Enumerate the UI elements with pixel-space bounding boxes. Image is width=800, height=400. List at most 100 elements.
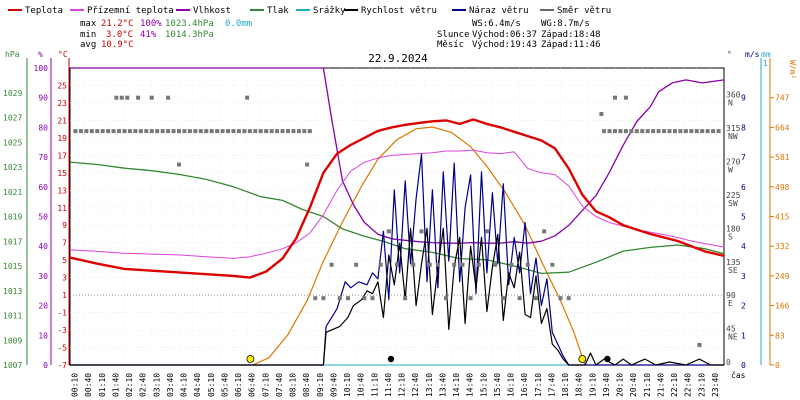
tick-label-temp: 1 [62, 291, 67, 300]
wind-dir-point [468, 296, 473, 301]
wind-dir-point [177, 162, 181, 167]
axis-unit-cas: čas [731, 370, 746, 380]
wind-dir-point [253, 129, 258, 134]
wind-dir-point [100, 129, 105, 134]
wind-dir-point [226, 129, 231, 134]
wind-dir-point [550, 262, 555, 267]
tick-label-wm2: 83 [775, 331, 785, 340]
tick-label-pct: 60 [38, 183, 48, 192]
tick-label-pct: 40 [38, 242, 48, 251]
wind-dir-point [501, 296, 506, 301]
axes: 1029102710251023102110191017101510131011… [3, 58, 790, 397]
tick-label-hpa: 1029 [3, 89, 22, 98]
tick-label-time: 03:40 [166, 373, 175, 397]
info-ws: WS:6.4m/s [472, 19, 521, 29]
tick-label-temp: 21 [57, 116, 67, 125]
stat-max-label: max [80, 19, 97, 29]
wind-dir-point [354, 262, 359, 267]
wind-dir-point [694, 129, 699, 134]
wind-dir-point [182, 129, 187, 134]
tick-label-time: 00:10 [71, 373, 80, 397]
tick-label-ms: 5 [741, 213, 746, 222]
wind-dir-point [386, 229, 391, 234]
wind-dir-point [683, 129, 688, 134]
tick-label-time: 01:40 [111, 373, 120, 397]
tick-label-time: 13:10 [425, 373, 434, 397]
wind-dir-point [602, 129, 607, 134]
wind-dir-point [329, 262, 334, 267]
tick-label-pct: 100 [34, 64, 49, 73]
wind-dir-point [476, 262, 481, 267]
tick-label-ms: 7 [741, 153, 746, 162]
wind-dir-point [533, 296, 538, 301]
wind-dir-point [321, 296, 326, 301]
wind-dir-point [419, 229, 424, 234]
tick-label-time: 04:10 [180, 373, 189, 397]
moon-marker [387, 355, 395, 363]
tick-label-dir: S [728, 232, 733, 241]
tick-label-time: 10:10 [343, 373, 352, 397]
tick-label-temp: 13 [57, 186, 67, 195]
wind-dir-point [78, 129, 83, 134]
wind-dir-point [125, 95, 130, 100]
tick-label-ms: 1 [741, 331, 746, 340]
wind-dir-point [286, 129, 290, 134]
marks-layer [73, 95, 721, 363]
wind-dir-point [215, 129, 220, 134]
tick-label-dir: NE [728, 333, 738, 342]
wind-dir-point [177, 129, 181, 134]
tick-label-hpa: 1011 [3, 312, 22, 321]
wind-dir-point [672, 129, 677, 134]
wind-dir-point [651, 129, 656, 134]
tick-label-time: 05:40 [220, 373, 229, 397]
tick-label-time: 11:10 [370, 373, 379, 397]
tick-label-hpa: 1023 [3, 163, 22, 172]
wind-dir-point [245, 95, 250, 100]
tick-label-hpa: 1017 [3, 237, 22, 246]
tick-label-temp: 17 [57, 151, 67, 160]
tick-label-wm2: 332 [775, 242, 790, 251]
axis-unit-pct: % [38, 50, 43, 59]
tick-label-time: 15:40 [493, 373, 502, 397]
tick-label-time: 02:10 [125, 373, 134, 397]
tick-label-hpa: 1015 [3, 262, 22, 271]
wind-dir-point [435, 262, 440, 267]
info-sun-label: Slunce [437, 30, 470, 40]
tick-label-hpa: 1027 [3, 114, 22, 123]
tick-label-time: 19:10 [588, 373, 597, 397]
wind-dir-point [133, 129, 138, 134]
wind-dir-point [149, 95, 154, 100]
tick-label-time: 01:10 [98, 373, 107, 397]
tick-label-pct: 80 [38, 123, 48, 132]
wind-dir-point [566, 296, 571, 301]
wind-dir-point [291, 129, 296, 134]
stats-block: max 21.2°C 100% 1023.4hPa 0.0mm min 3.0°… [80, 19, 252, 50]
wind-dir-point [345, 296, 350, 301]
info-moon-label: Měsíc [437, 40, 464, 50]
series-layer [69, 67, 725, 366]
wind-dir-point [452, 262, 457, 267]
wind-dir-point [117, 129, 122, 134]
tick-label-hpa: 1009 [3, 336, 22, 345]
stat-max-rain: 0.0mm [225, 19, 252, 29]
wind-dir-point [144, 129, 149, 134]
axis-unit-hpa: hPa [5, 50, 20, 59]
wind-dir-point [370, 296, 375, 301]
tick-label-time: 22:10 [670, 373, 679, 397]
wind-dir-point [629, 129, 634, 134]
info-sun-rise: Východ:06:37 [472, 30, 537, 40]
tick-label-ms: 8 [741, 123, 746, 132]
axis-unit-degc: °C [58, 50, 68, 59]
axis-unit-deg: ° [727, 50, 732, 59]
wind-dir-point [136, 95, 141, 100]
wind-dir-point [138, 129, 143, 134]
tick-label-pct: 0 [43, 361, 48, 370]
wind-dir-point [302, 129, 307, 134]
wind-dir-point [264, 129, 269, 134]
tick-label-pct: 70 [38, 153, 48, 162]
stat-max-hum: 100% [140, 19, 162, 29]
wind-dir-point [517, 296, 522, 301]
tick-label-deg: 225 [726, 191, 741, 200]
wind-dir-point [427, 262, 432, 267]
tick-label-dir: SW [728, 199, 738, 208]
